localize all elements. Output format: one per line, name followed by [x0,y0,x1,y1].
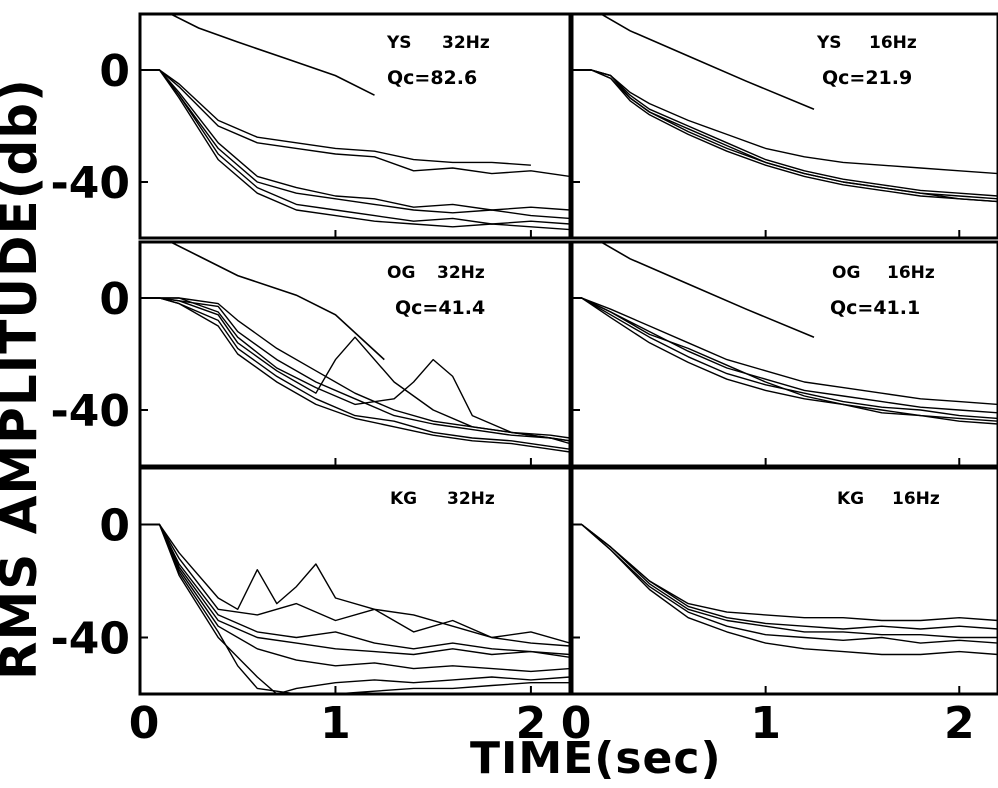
series-line [140,69,570,178]
series-line [140,523,570,673]
series-line [572,297,998,422]
station-label: YS [816,33,842,53]
series-line [140,297,570,442]
series-line [140,523,570,658]
frequency-label: 16Hz [892,489,940,509]
y-tick-label: 0 [99,46,130,97]
frequency-label: 16Hz [887,263,935,283]
series-line [572,69,998,203]
series-line [572,523,998,622]
panel-frame [138,240,572,468]
x-axis-label: TIME(sec) [470,733,722,784]
series-line [140,69,531,166]
model-decay-curve [168,242,385,361]
station-label: OG [832,263,860,283]
series-line [140,523,570,656]
station-label: OG [387,263,415,283]
series-line [572,297,998,425]
x-tick-label: 0 [561,698,592,749]
curves-group [140,242,570,453]
qc-label: Qc=41.1 [830,297,920,319]
frequency-label: 16Hz [869,33,917,53]
series-line [140,297,570,442]
curves-group [572,523,998,656]
series-line [140,297,570,445]
series-line [140,523,570,694]
panel-kg-16hz: 0 1 2 KG 16Hz [561,466,998,749]
frequency-label: 32Hz [442,33,490,53]
panel-frame [570,466,998,696]
x-tick-label: 2 [516,698,547,749]
series-line [140,69,570,211]
series-line [572,297,998,420]
series-line [572,69,998,175]
x-tick-label: 2 [944,698,975,749]
series-line [140,297,570,453]
series-line [572,297,998,414]
series-line [572,523,998,656]
panel-ys-32hz: 0 -40 YS 32Hz Qc=82.6 [51,12,572,240]
series-line [572,523,998,630]
series-line [140,523,570,647]
model-decay-curve [599,14,815,110]
series-line [572,69,998,200]
x-tick-label: 0 [129,698,160,749]
x-tick-label: 1 [320,698,351,749]
frequency-label: 32Hz [447,489,495,509]
y-tick-label: -40 [51,158,131,209]
qc-label: Qc=21.9 [822,67,912,89]
curves-group [572,14,998,203]
panel-og-16hz: OG 16Hz Qc=41.1 [570,240,998,468]
model-decay-curve [599,242,815,338]
panel-frame [138,12,572,240]
y-axis-label: RMS AMPLITUDE(db) [0,78,48,680]
frequency-label: 32Hz [437,263,485,283]
panel-frame [138,466,572,696]
panel-og-32hz: 0 -40 OG 32Hz Qc=41.4 [51,240,572,468]
panel-kg-32hz: 0 -40 0 1 2 KG 32Hz [51,466,572,749]
qc-label: Qc=82.6 [387,67,477,89]
y-tick-label: 0 [99,274,130,325]
model-decay-curve [168,14,375,96]
y-tick-label: -40 [51,614,131,665]
panel-frame [570,240,998,468]
curves-group [572,242,998,425]
series-line [140,297,570,439]
y-tick-label: -40 [51,386,131,437]
series-line [140,523,570,644]
panel-frame [570,12,998,240]
series-line [140,69,570,220]
station-label: YS [386,33,412,53]
panels-group: 0 -40 YS 32Hz Qc=82.6 YS 16Hz Qc=21.9 0 -40 OG 32Hz… [51,12,998,749]
station-label: KG [837,489,864,509]
y-tick-label: 0 [99,501,130,552]
series-line [572,523,998,639]
station-label: KG [390,489,417,509]
series-line [572,69,998,197]
curves-group [140,14,570,231]
series-line [140,297,570,450]
series-line [572,297,998,406]
series-line [140,523,570,694]
qc-label: Qc=41.4 [395,297,485,319]
panel-ys-16hz: YS 16Hz Qc=21.9 [570,12,998,240]
series-line [572,69,998,203]
series-line [140,69,570,225]
curves-group [140,523,570,694]
x-tick-label: 1 [750,698,781,749]
